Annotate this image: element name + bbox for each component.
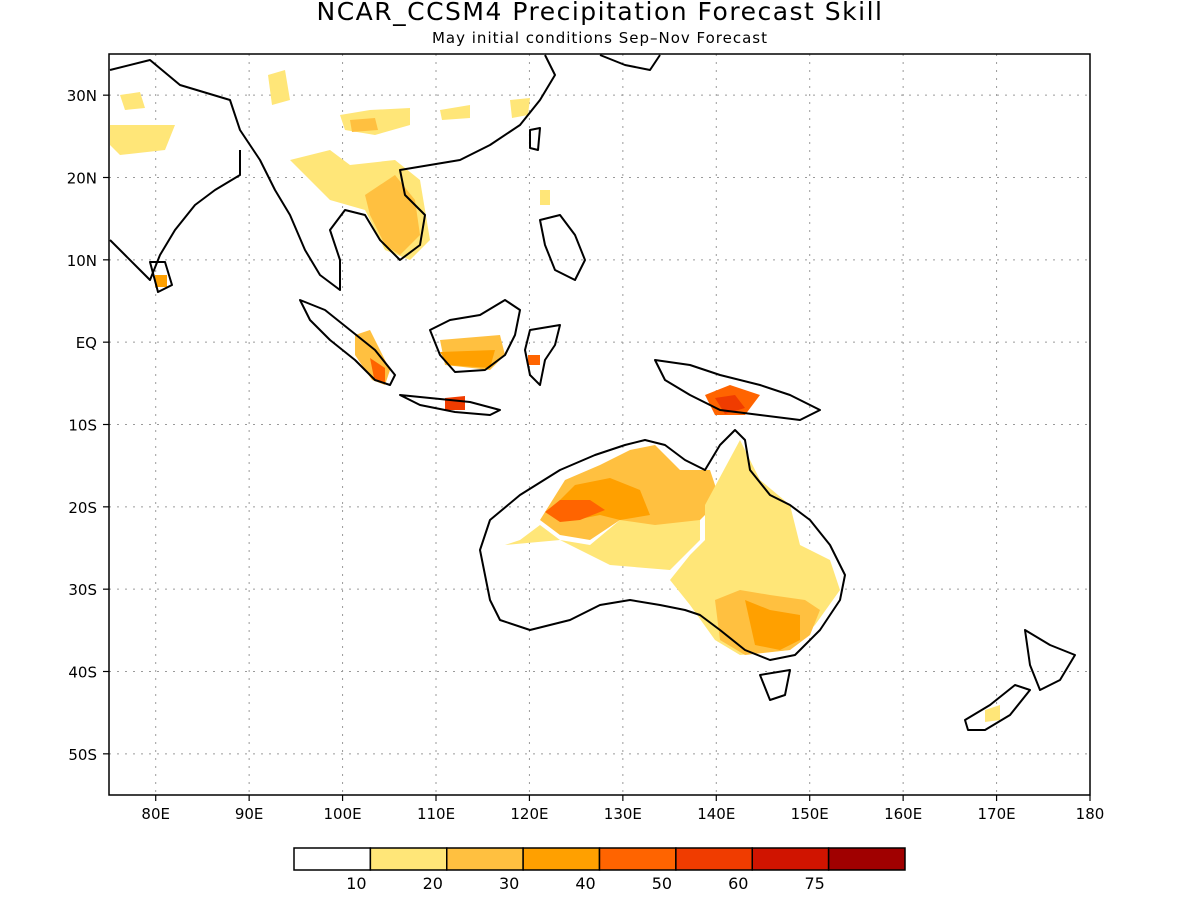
coast-java: [399, 394, 501, 416]
shade-tibet: [268, 70, 290, 105]
shade-philippines: [540, 190, 550, 205]
x-tick-label: 180: [1076, 805, 1105, 823]
colorbar-swatch: [827, 847, 906, 871]
coastlines: [109, 54, 1076, 731]
colorbar-label: 60: [728, 874, 748, 893]
colorbar-swatch: [446, 847, 524, 871]
colorbar-label: 40: [575, 874, 595, 893]
colorbar-swatch: [293, 847, 372, 871]
shade-australia-west: [505, 520, 700, 570]
shade-china-core: [350, 118, 378, 132]
shade-australia-se-core: [745, 600, 800, 650]
y-tick-label: 50S: [68, 746, 97, 764]
colorbar-label: 20: [423, 874, 443, 893]
x-tick-label: 150E: [791, 805, 829, 823]
map-subtitle: May initial conditions Sep–Nov Forecast: [431, 29, 769, 47]
coast-australia: [479, 429, 846, 661]
coast-tasmania: [759, 669, 791, 701]
x-tick-label: 120E: [510, 805, 548, 823]
coast-mainland-asia: [109, 54, 556, 291]
coast-japan: [599, 54, 661, 71]
coast-new-zealand-south: [964, 684, 1031, 731]
shade-new-guinea-core: [715, 395, 745, 414]
x-tick-label: 130E: [604, 805, 642, 823]
y-tick-label: 10N: [67, 252, 97, 270]
x-tick-label: 140E: [697, 805, 735, 823]
shade-south-china: [440, 105, 470, 120]
shade-sumatra-core: [370, 358, 385, 384]
shade-java: [445, 396, 465, 410]
x-tick-label: 160E: [884, 805, 922, 823]
shade-sulawesi: [528, 355, 540, 365]
shade-india-nw: [110, 125, 175, 155]
shade-east-china: [510, 98, 530, 118]
coast-sri-lanka: [149, 261, 173, 293]
colorbar-swatch: [751, 847, 830, 871]
shade-nz: [985, 705, 1000, 722]
y-tick-label: 20N: [67, 170, 97, 188]
coast-borneo: [429, 299, 521, 373]
shade-sri-lanka: [155, 275, 167, 287]
x-tick-label: 110E: [417, 805, 455, 823]
colorbar-swatch: [369, 847, 448, 871]
shade-australia-nw-max: [545, 500, 605, 522]
y-tick-label: 10S: [68, 417, 97, 435]
axes: 80E 90E 100E 110E 120E 130E 140E 150E 160E 170E 18…: [67, 87, 1105, 823]
coast-india: [109, 150, 241, 281]
x-tick-label: 100E: [324, 805, 362, 823]
colorbar-label: 75: [804, 874, 824, 893]
x-tick-label: 80E: [141, 805, 170, 823]
shade-borneo-core: [440, 350, 495, 368]
map-title: NCAR_CCSM4 Precipitation Forecast Skill: [316, 0, 884, 26]
colorbar-label: 50: [652, 874, 672, 893]
colorbar-label: 30: [499, 874, 519, 893]
gridlines: [109, 54, 1090, 795]
y-tick-label: EQ: [76, 334, 97, 352]
x-tick-label: 170E: [978, 805, 1016, 823]
coast-new-guinea: [654, 359, 821, 421]
coast-sulawesi: [524, 324, 561, 386]
colorbar-swatch: [675, 847, 753, 871]
y-tick-label: 30N: [67, 87, 97, 105]
shade-bay-bengal: [120, 92, 145, 110]
y-tick-label: 40S: [68, 664, 97, 682]
coast-sumatra: [299, 299, 396, 386]
x-tick-label: 90E: [235, 805, 264, 823]
colorbar-label: 10: [346, 874, 366, 893]
colorbar-swatch: [598, 847, 677, 871]
coast-taiwan: [529, 127, 541, 151]
coast-philippines: [539, 214, 586, 281]
colorbar: 10 20 30 40 50 60 75: [293, 847, 906, 893]
colorbar-swatch: [522, 847, 601, 871]
y-tick-label: 30S: [68, 581, 97, 599]
coast-new-zealand-north: [1024, 629, 1076, 691]
y-tick-label: 20S: [68, 499, 97, 517]
